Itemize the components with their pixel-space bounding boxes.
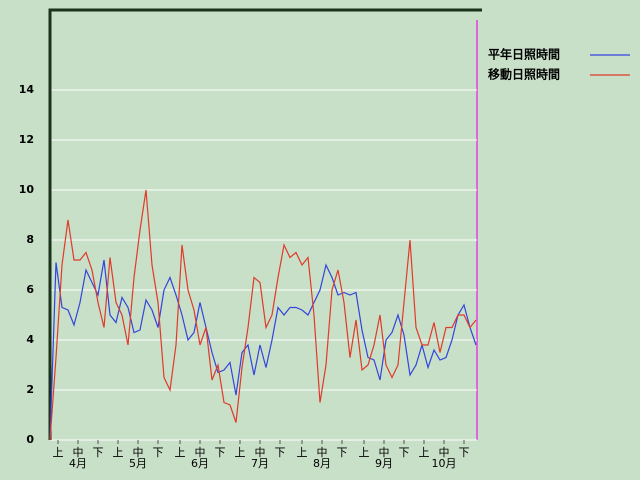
x-tick-label: 下 bbox=[337, 446, 348, 459]
month-label: 9月 bbox=[375, 457, 393, 470]
x-tick-label: 下 bbox=[275, 446, 286, 459]
x-tick-label: 上 bbox=[419, 446, 430, 459]
x-tick-label: 上 bbox=[175, 446, 186, 459]
x-tick-label: 中 bbox=[317, 446, 328, 459]
x-tick-label: 中 bbox=[73, 446, 84, 459]
y-tick-label: 4 bbox=[26, 333, 34, 346]
legend-label: 平年日照時間 bbox=[488, 47, 560, 62]
x-tick-label: 中 bbox=[255, 446, 266, 459]
x-tick-label: 中 bbox=[195, 446, 206, 459]
series-line bbox=[49, 189, 477, 441]
x-tick-label: 下 bbox=[215, 446, 226, 459]
x-tick-label: 中 bbox=[379, 446, 390, 459]
series-line bbox=[49, 259, 477, 441]
month-label: 7月 bbox=[251, 457, 269, 470]
y-tick-label: 14 bbox=[19, 83, 35, 96]
month-label: 5月 bbox=[129, 457, 147, 470]
x-tick-label: 下 bbox=[153, 446, 164, 459]
x-tick-label: 中 bbox=[133, 446, 144, 459]
y-tick-label: 12 bbox=[19, 133, 34, 146]
x-tick-label: 下 bbox=[93, 446, 104, 459]
x-tick-label: 中 bbox=[439, 446, 450, 459]
legend-label: 移動日照時間 bbox=[488, 67, 560, 82]
y-tick-label: 2 bbox=[26, 383, 34, 396]
y-tick-label: 10 bbox=[19, 183, 35, 196]
x-tick-label: 上 bbox=[235, 446, 246, 459]
y-tick-label: 0 bbox=[26, 433, 34, 446]
y-tick-label: 8 bbox=[26, 233, 34, 246]
x-tick-label: 上 bbox=[297, 446, 308, 459]
x-tick-label: 上 bbox=[53, 446, 64, 459]
x-tick-label: 下 bbox=[399, 446, 410, 459]
x-tick-label: 下 bbox=[459, 446, 470, 459]
x-tick-label: 上 bbox=[359, 446, 370, 459]
y-tick-label: 6 bbox=[26, 283, 34, 296]
month-label: 10月 bbox=[432, 457, 457, 470]
x-tick-label: 上 bbox=[113, 446, 124, 459]
month-label: 8月 bbox=[313, 457, 331, 470]
month-label: 6月 bbox=[191, 457, 209, 470]
month-label: 4月 bbox=[69, 457, 87, 470]
plot-frame bbox=[48, 8, 482, 440]
